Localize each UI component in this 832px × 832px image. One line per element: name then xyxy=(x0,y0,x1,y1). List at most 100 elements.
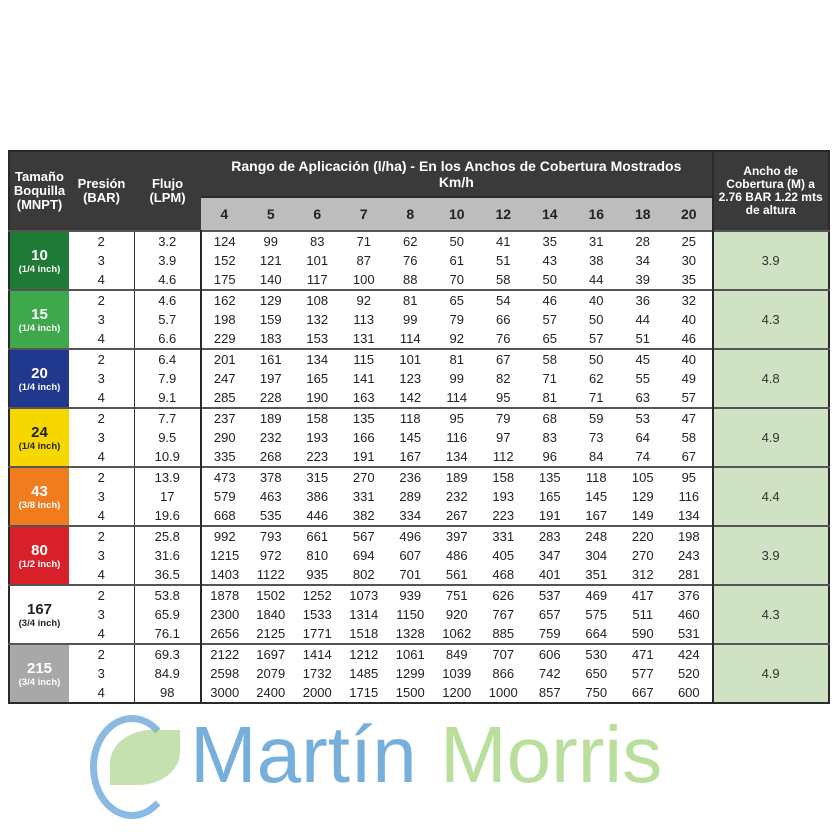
rate-value: 84 xyxy=(589,449,604,464)
rate-cell: 40 49 57 xyxy=(666,348,713,408)
rate-value: 50 xyxy=(589,352,604,367)
rate-value: 108 xyxy=(306,293,329,308)
pressure-cell: 2 3 4 xyxy=(69,407,135,467)
rate-value: 220 xyxy=(631,529,654,544)
rate-value: 232 xyxy=(445,489,468,504)
rate-value: 112 xyxy=(492,449,514,464)
rate-value: 290 xyxy=(213,430,236,445)
rate-cell: 68 83 96 xyxy=(526,407,573,467)
rate-value: 191 xyxy=(352,449,375,464)
rate-cell: 751 920 1062 xyxy=(433,584,480,644)
rate-value: 1697 xyxy=(256,647,286,662)
rate-value: 378 xyxy=(259,470,282,485)
speed-header: 10 xyxy=(433,196,480,231)
pressure-cell-value: 4 xyxy=(97,272,105,287)
pressure-cell-value: 4 xyxy=(97,567,105,582)
nozzle-inch: (1/4 inch) xyxy=(18,263,61,275)
rate-value: 99 xyxy=(403,312,418,327)
rate-value: 1414 xyxy=(302,647,332,662)
rate-value: 59 xyxy=(589,411,604,426)
rate-cell: 115 141 163 xyxy=(340,348,387,408)
rate-value: 335 xyxy=(213,449,236,464)
speed-header: 7 xyxy=(340,196,387,231)
coverage-width-cell: 4.8 xyxy=(711,348,829,408)
flow-cell-value: 4.6 xyxy=(158,293,177,308)
nozzle-size: 167 xyxy=(26,600,53,618)
pressure-cell-value: 3 xyxy=(97,430,105,445)
rate-value: 667 xyxy=(631,685,654,700)
rate-cell: 606 742 857 xyxy=(526,643,573,703)
rate-value: 35 xyxy=(681,272,697,287)
rate-cell: 473 579 668 xyxy=(201,466,248,526)
rate-value: 35 xyxy=(542,234,557,249)
rate-value: 129 xyxy=(631,489,654,504)
rate-cell: 58 71 81 xyxy=(526,348,573,408)
rate-cell: 95 116 134 xyxy=(666,466,713,526)
rate-value: 397 xyxy=(445,529,468,544)
rate-value: 1215 xyxy=(210,548,240,563)
pressure-cell-value: 2 xyxy=(97,529,105,544)
rate-cell: 424 520 600 xyxy=(666,643,713,703)
rate-cell: 1697 2079 2400 xyxy=(247,643,294,703)
rate-value: 304 xyxy=(585,548,608,563)
rate-value: 79 xyxy=(449,312,464,327)
rate-value: 165 xyxy=(538,489,561,504)
rate-cell: 158 193 223 xyxy=(294,407,341,467)
flow-cell-value: 9.1 xyxy=(158,390,177,405)
application-rate-table: Tamaño Boquilla (MNPT) Presión (BAR) Flu… xyxy=(8,150,830,704)
nozzle-group-row: 15 (1/4 inch) 2 3 4 4.6 5.7 6.6 162 198 229 129 159 1… xyxy=(9,289,829,349)
rate-cell: 124 152 175 xyxy=(201,230,248,290)
flow-cell-value: 7.7 xyxy=(158,411,177,426)
rate-cell: 189 232 268 xyxy=(247,407,294,467)
coverage-width-cell: 4.9 xyxy=(711,407,829,467)
rate-value: 1299 xyxy=(395,666,425,681)
rate-value: 742 xyxy=(538,666,561,681)
rate-value: 1314 xyxy=(349,607,379,622)
rate-value: 237 xyxy=(213,411,236,426)
nozzle-inch: (3/4 inch) xyxy=(18,617,61,629)
rate-value: 95 xyxy=(681,470,697,485)
rate-cell: 41 51 58 xyxy=(480,230,527,290)
rate-value: 145 xyxy=(399,430,422,445)
rate-value: 40 xyxy=(681,352,697,367)
rate-value: 2079 xyxy=(256,666,286,681)
flow-cell-value: 19.6 xyxy=(154,508,180,523)
rate-cell: 198 243 281 xyxy=(666,525,713,585)
rate-value: 347 xyxy=(538,548,561,563)
rate-value: 115 xyxy=(353,352,375,367)
rate-cell: 270 331 382 xyxy=(340,466,387,526)
rate-value: 223 xyxy=(492,508,515,523)
rate-value: 183 xyxy=(259,331,282,346)
rate-value: 866 xyxy=(492,666,515,681)
rate-value: 57 xyxy=(681,390,697,405)
rate-value: 74 xyxy=(635,449,650,464)
rate-value: 531 xyxy=(677,626,700,641)
rate-value: 1122 xyxy=(256,567,285,582)
rate-value: 386 xyxy=(306,489,329,504)
rate-value: 236 xyxy=(399,470,422,485)
rate-value: 331 xyxy=(352,489,375,504)
rate-cell: 50 62 71 xyxy=(573,348,620,408)
rate-value: 247 xyxy=(213,371,236,386)
rate-cell: 378 463 535 xyxy=(247,466,294,526)
rate-value: 65 xyxy=(542,331,557,346)
rate-value: 1518 xyxy=(349,626,379,641)
rate-value: 223 xyxy=(306,449,329,464)
speed-header: 16 xyxy=(573,196,620,231)
rate-value: 34 xyxy=(635,253,650,268)
rate-value: 57 xyxy=(542,312,557,327)
pressure-cell-value: 2 xyxy=(97,293,105,308)
rate-value: 857 xyxy=(538,685,561,700)
rate-value: 158 xyxy=(306,411,329,426)
rate-value: 270 xyxy=(631,548,654,563)
rate-cell: 471 577 667 xyxy=(619,643,666,703)
rate-value: 159 xyxy=(259,312,282,327)
rate-value: 116 xyxy=(446,430,468,445)
rate-value: 281 xyxy=(677,567,700,582)
rate-cell: 201 247 285 xyxy=(201,348,248,408)
rate-value: 1715 xyxy=(349,685,379,700)
pressure-cell-value: 4 xyxy=(97,685,105,700)
nozzle-size-cell: 215 (3/4 inch) xyxy=(9,643,69,703)
rate-value: 463 xyxy=(259,489,282,504)
rate-cell: 2122 2598 3000 xyxy=(201,643,248,703)
